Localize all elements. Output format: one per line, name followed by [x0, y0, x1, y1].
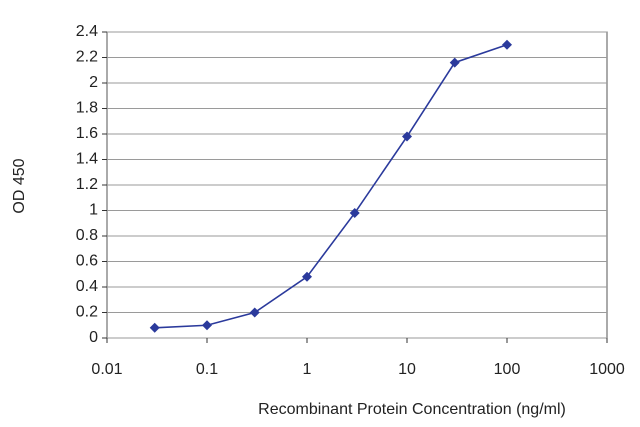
y-tick-label: 0.8: [76, 227, 98, 244]
y-tick-label: 1.2: [76, 176, 98, 193]
y-tick-label: 1: [89, 202, 98, 219]
data-point: [402, 131, 412, 142]
y-tick-label: 0.4: [76, 278, 98, 295]
x-tick-label: 0.01: [91, 361, 122, 378]
data-point: [502, 39, 512, 50]
y-tick-label: 2: [89, 74, 98, 91]
x-axis-label: Recombinant Protein Concentration (ng/ml…: [258, 401, 566, 418]
data-point: [149, 322, 160, 333]
x-tick-label: 100: [494, 361, 521, 378]
y-tick-label: 1.4: [76, 151, 98, 168]
x-tick-label: 1: [303, 361, 312, 378]
y-axis-label: OD 450: [11, 158, 28, 213]
y-tick-label: 1.8: [76, 100, 98, 117]
y-tick-label: 0.6: [76, 253, 98, 270]
data-point: [302, 271, 312, 282]
x-tick-label: 10: [398, 361, 416, 378]
y-tick-label: 2.2: [76, 49, 98, 66]
x-tick-label: 1000: [589, 361, 625, 378]
data-line: [154, 43, 508, 329]
y-tick-label: 2.4: [76, 23, 98, 40]
data-point: [249, 307, 260, 318]
data-point: [349, 208, 360, 219]
y-tick-label: 1.6: [76, 125, 98, 142]
y-tick-label: 0: [89, 329, 98, 346]
y-tick-label: 0.2: [76, 304, 98, 321]
data-point: [449, 57, 460, 68]
data-point: [202, 320, 212, 331]
x-tick-label: 0.1: [196, 361, 218, 378]
